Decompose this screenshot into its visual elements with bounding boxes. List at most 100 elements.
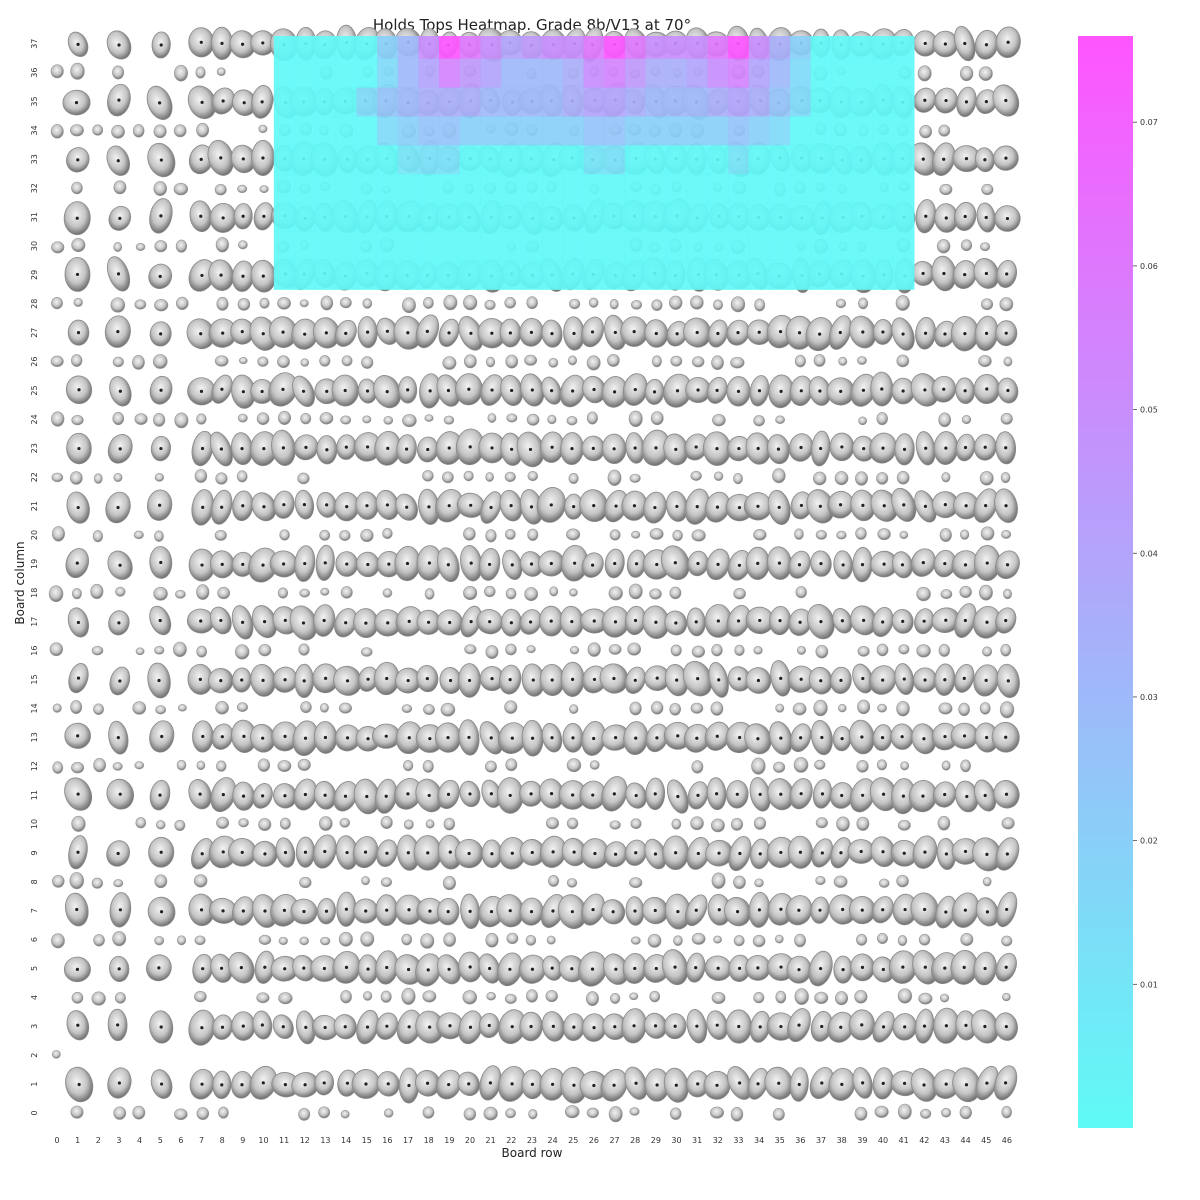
- heatmap-cell: [831, 144, 853, 175]
- heatmap-cell: [439, 87, 461, 117]
- hold-image: [954, 664, 975, 693]
- hold-image: [787, 1008, 811, 1043]
- hold-image: [319, 529, 331, 541]
- y-tick-label: 33: [30, 154, 39, 164]
- hold-image: [815, 529, 827, 540]
- hold-image: [908, 779, 938, 813]
- hold-image: [362, 415, 372, 424]
- heatmap-cell: [893, 58, 915, 88]
- x-tick-label: 8: [220, 1136, 225, 1145]
- hold-image: [560, 661, 585, 697]
- heatmap-cell: [872, 202, 894, 233]
- hold-image: [146, 489, 173, 521]
- hold-image: [505, 758, 518, 772]
- hold-image: [939, 183, 953, 196]
- hold-image: [992, 84, 1020, 117]
- hold-image: [294, 489, 315, 520]
- hold-image: [995, 837, 1020, 871]
- hold-image: [961, 415, 972, 425]
- heatmap-cell: [604, 173, 626, 204]
- heatmap-cell: [769, 144, 791, 175]
- hold-image: [914, 1008, 935, 1044]
- y-tick-label: 24: [30, 414, 39, 424]
- x-tick-label: 34: [754, 1136, 764, 1145]
- heatmap-cell: [294, 202, 316, 233]
- hold-image: [505, 643, 517, 656]
- hold-image: [982, 646, 993, 657]
- hold-image: [587, 642, 601, 657]
- hold-image: [995, 607, 1017, 634]
- hold-image: [357, 316, 378, 349]
- hold-image: [708, 661, 729, 698]
- heatmap-cell: [769, 260, 791, 290]
- hold-image: [835, 298, 847, 309]
- hold-image: [995, 431, 1017, 465]
- hold-image: [941, 1107, 952, 1118]
- x-tick-label: 19: [444, 1136, 454, 1145]
- hold-image: [548, 874, 560, 887]
- hold-image: [726, 780, 749, 809]
- heatmap-cell: [542, 173, 564, 204]
- heatmap-cell: [852, 260, 874, 290]
- heatmap-cell: [335, 144, 357, 175]
- hold-image: [539, 663, 565, 697]
- heatmap-cell: [356, 36, 378, 59]
- hold-image: [214, 184, 227, 196]
- hold-image: [727, 1066, 753, 1100]
- y-tick-label: 18: [30, 588, 39, 598]
- hold-image: [149, 605, 172, 636]
- hold-image: [300, 701, 312, 714]
- y-tick-label: 31: [30, 212, 39, 222]
- hold-image: [275, 837, 296, 868]
- heatmap-cell: [810, 87, 832, 117]
- hold-image: [319, 702, 329, 713]
- hold-image: [106, 840, 130, 867]
- hold-image: [155, 705, 167, 715]
- x-tick-label: 1: [75, 1136, 80, 1145]
- hold-image: [666, 320, 688, 347]
- hold-image: [690, 816, 704, 831]
- heatmap-cell: [500, 231, 523, 261]
- hold-image: [897, 988, 913, 1004]
- heatmap-cell: [356, 231, 378, 261]
- hold-image: [415, 314, 440, 349]
- hold-image: [836, 816, 850, 832]
- hold-image: [775, 990, 787, 1004]
- hold-image: [527, 470, 539, 482]
- hold-image: [312, 834, 337, 869]
- hold-image: [318, 816, 333, 831]
- hold-image: [1001, 1105, 1012, 1119]
- hold-image: [107, 1008, 128, 1042]
- hold-image: [891, 317, 915, 351]
- hold-image: [912, 835, 938, 869]
- hold-image: [586, 991, 599, 1007]
- hold-image: [607, 353, 620, 367]
- hold-image: [1000, 412, 1013, 425]
- heatmap-cell: [500, 144, 523, 175]
- hold-image: [733, 588, 746, 600]
- heatmap-cell: [335, 173, 357, 204]
- heatmap-cell: [645, 87, 667, 117]
- heatmap-cell: [666, 36, 688, 59]
- hold-image: [538, 550, 565, 577]
- hold-image: [485, 529, 497, 543]
- heatmap-cell: [707, 202, 729, 233]
- hold-image: [526, 413, 540, 426]
- hold-image: [498, 664, 522, 695]
- hold-image: [176, 759, 187, 771]
- hold-image: [249, 1065, 278, 1100]
- hold-image: [212, 1070, 232, 1100]
- hold-image: [690, 295, 704, 310]
- hold-image: [277, 296, 291, 310]
- hold-image: [460, 605, 482, 638]
- hold-image: [995, 952, 1017, 982]
- hold-image: [660, 545, 690, 581]
- hold-image: [231, 551, 254, 577]
- heatmap-cell: [831, 173, 853, 204]
- heatmap-cell: [500, 87, 523, 117]
- hold-image: [498, 1009, 527, 1045]
- hold-image: [436, 897, 460, 926]
- hold-image: [707, 319, 729, 348]
- heatmap-cell: [872, 115, 894, 146]
- heatmap-cell: [418, 144, 440, 175]
